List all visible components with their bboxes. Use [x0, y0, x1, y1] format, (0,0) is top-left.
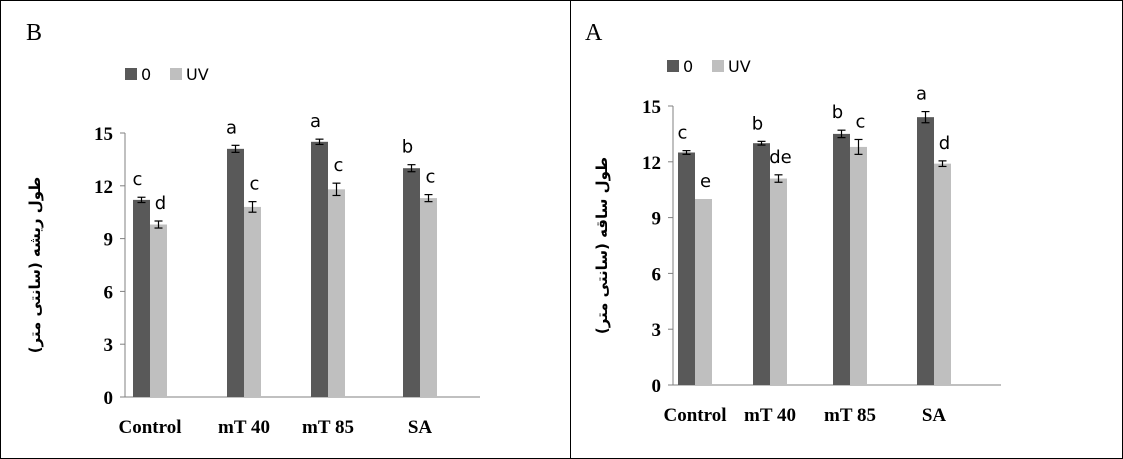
- bar-uv-series: [328, 189, 345, 397]
- significance-letter: de: [769, 147, 792, 168]
- panel-label: B: [26, 20, 42, 46]
- significance-letter: c: [250, 174, 260, 195]
- y-tick-label: 12: [94, 177, 113, 198]
- bar-control-series: [753, 143, 770, 385]
- bar-uv-series: [695, 199, 712, 385]
- x-category-label: mT 40: [744, 405, 796, 426]
- legend-swatch: [667, 60, 679, 72]
- y-tick-label: 6: [652, 264, 662, 285]
- significance-letter: c: [678, 123, 688, 144]
- significance-letter: a: [310, 111, 321, 132]
- y-tick-label: 3: [104, 335, 114, 356]
- panel-divider: [570, 0, 571, 459]
- x-category-label: SA: [922, 405, 947, 426]
- significance-letter: b: [752, 113, 763, 134]
- legend-label: UV: [728, 57, 751, 76]
- significance-letter: e: [700, 171, 711, 192]
- y-tick-label: 15: [94, 124, 113, 145]
- significance-letter: b: [402, 137, 413, 158]
- y-tick-label: 0: [652, 376, 662, 397]
- bar-control-series: [678, 152, 695, 385]
- legend-swatch: [170, 68, 182, 80]
- y-tick-label: 0: [104, 388, 114, 409]
- y-axis-title: طول ریشه (سانتی متر): [26, 177, 44, 354]
- y-tick-label: 3: [652, 320, 662, 341]
- legend-label: UV: [186, 65, 209, 84]
- bar-control-series: [403, 168, 420, 397]
- y-tick-label: 15: [642, 97, 661, 118]
- legend-label: 0: [683, 57, 693, 76]
- significance-letter: c: [334, 155, 344, 176]
- y-axis-title: طول ساقه (سانتی متر): [593, 157, 611, 334]
- panel-label: A: [585, 20, 603, 46]
- bar-uv-series: [770, 178, 787, 385]
- bar-uv-series: [244, 206, 261, 397]
- legend-swatch: [712, 60, 724, 72]
- bar-control-series: [133, 199, 150, 397]
- significance-letter: d: [155, 193, 166, 214]
- significance-letter: c: [426, 167, 436, 188]
- y-tick-label: 12: [642, 153, 661, 174]
- x-category-label: Control: [664, 405, 727, 426]
- legend-swatch: [125, 68, 137, 80]
- bar-uv-series: [150, 224, 167, 397]
- bar-control-series: [917, 117, 934, 385]
- bar-uv-series: [850, 146, 867, 385]
- significance-letter: a: [226, 117, 237, 138]
- y-tick-label: 6: [104, 282, 114, 303]
- legend-label: 0: [141, 65, 151, 84]
- significance-letter: b: [832, 102, 843, 123]
- bar-control-series: [311, 141, 328, 397]
- bar-control-series: [227, 148, 244, 397]
- bar-uv-series: [420, 198, 437, 397]
- x-category-label: SA: [408, 417, 433, 438]
- significance-letter: c: [856, 111, 866, 132]
- significance-letter: c: [133, 169, 143, 190]
- y-tick-label: 9: [104, 230, 114, 251]
- significance-letter: a: [916, 84, 927, 105]
- bar-control-series: [833, 133, 850, 385]
- bar-uv-series: [934, 163, 951, 385]
- significance-letter: d: [939, 133, 950, 154]
- x-category-label: mT 85: [824, 405, 876, 426]
- x-category-label: mT 40: [218, 417, 270, 438]
- x-category-label: Control: [119, 417, 182, 438]
- x-category-label: mT 85: [302, 417, 354, 438]
- y-tick-label: 9: [652, 209, 662, 230]
